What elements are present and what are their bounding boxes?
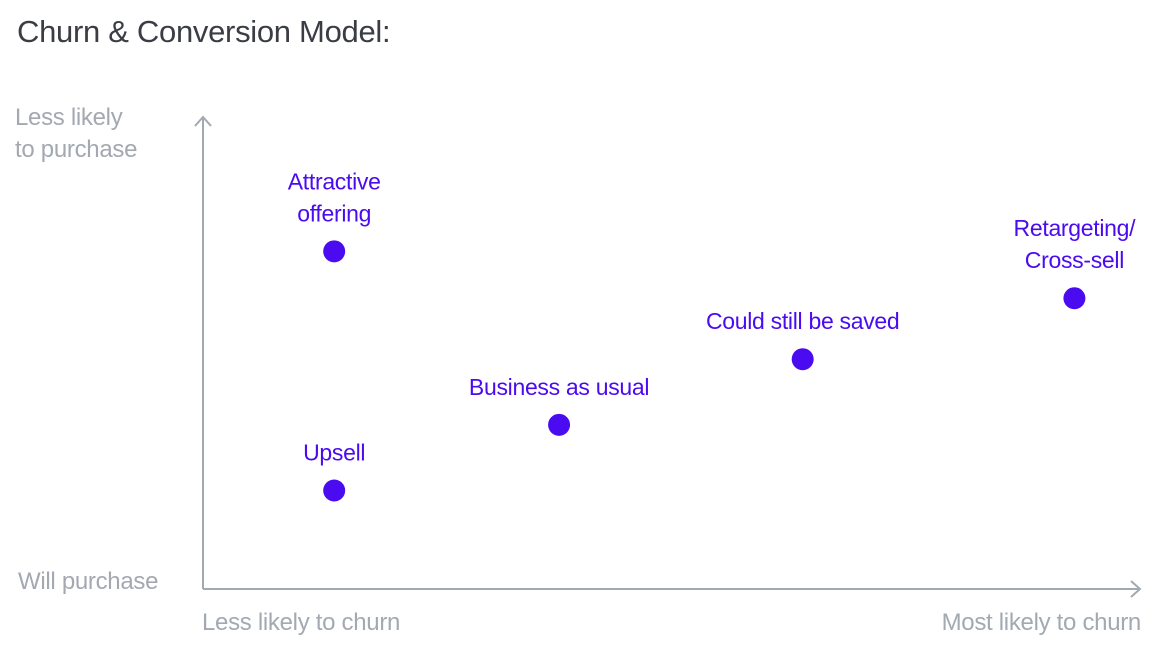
data-point xyxy=(1063,287,1086,310)
data-label: Business as usual xyxy=(469,374,649,400)
data-point-group: Could still be saved xyxy=(706,308,900,371)
y-axis-top-label-line-1: Less likely xyxy=(15,104,123,131)
data-label: offering xyxy=(297,200,371,226)
y-axis-top-label-line-2: to purchase xyxy=(15,136,138,163)
data-label: Attractive xyxy=(288,168,381,194)
y-axis-top-label: Less likely to purchase xyxy=(15,102,137,166)
data-point-group: Business as usual xyxy=(469,374,650,436)
y-axis-arrow-icon xyxy=(194,115,212,127)
chart-title: Churn & Conversion Model: xyxy=(17,14,391,49)
data-label: Cross-sell xyxy=(1025,247,1124,273)
x-axis-right-label: Most likely to churn xyxy=(941,609,1142,636)
y-axis-bottom-label: Will purchase xyxy=(18,568,159,595)
axes xyxy=(194,115,1142,598)
data-point-group: Upsell xyxy=(303,440,366,502)
data-point-group: Retargeting/Cross-sell xyxy=(1014,215,1137,310)
data-point-group: Attractive offering xyxy=(288,168,381,263)
data-label: Could still be saved xyxy=(706,308,899,334)
data-point xyxy=(323,479,346,502)
data-point xyxy=(548,413,571,436)
x-axis-left-label: Less likely to churn xyxy=(202,609,401,636)
x-axis-arrow-icon xyxy=(1130,580,1142,598)
data-label: Retargeting/ xyxy=(1014,215,1137,241)
data-points: Attractive offering Upsell Business as usua… xyxy=(288,168,1137,502)
data-label: Upsell xyxy=(303,440,365,466)
data-point xyxy=(791,348,814,371)
data-point xyxy=(323,240,346,263)
